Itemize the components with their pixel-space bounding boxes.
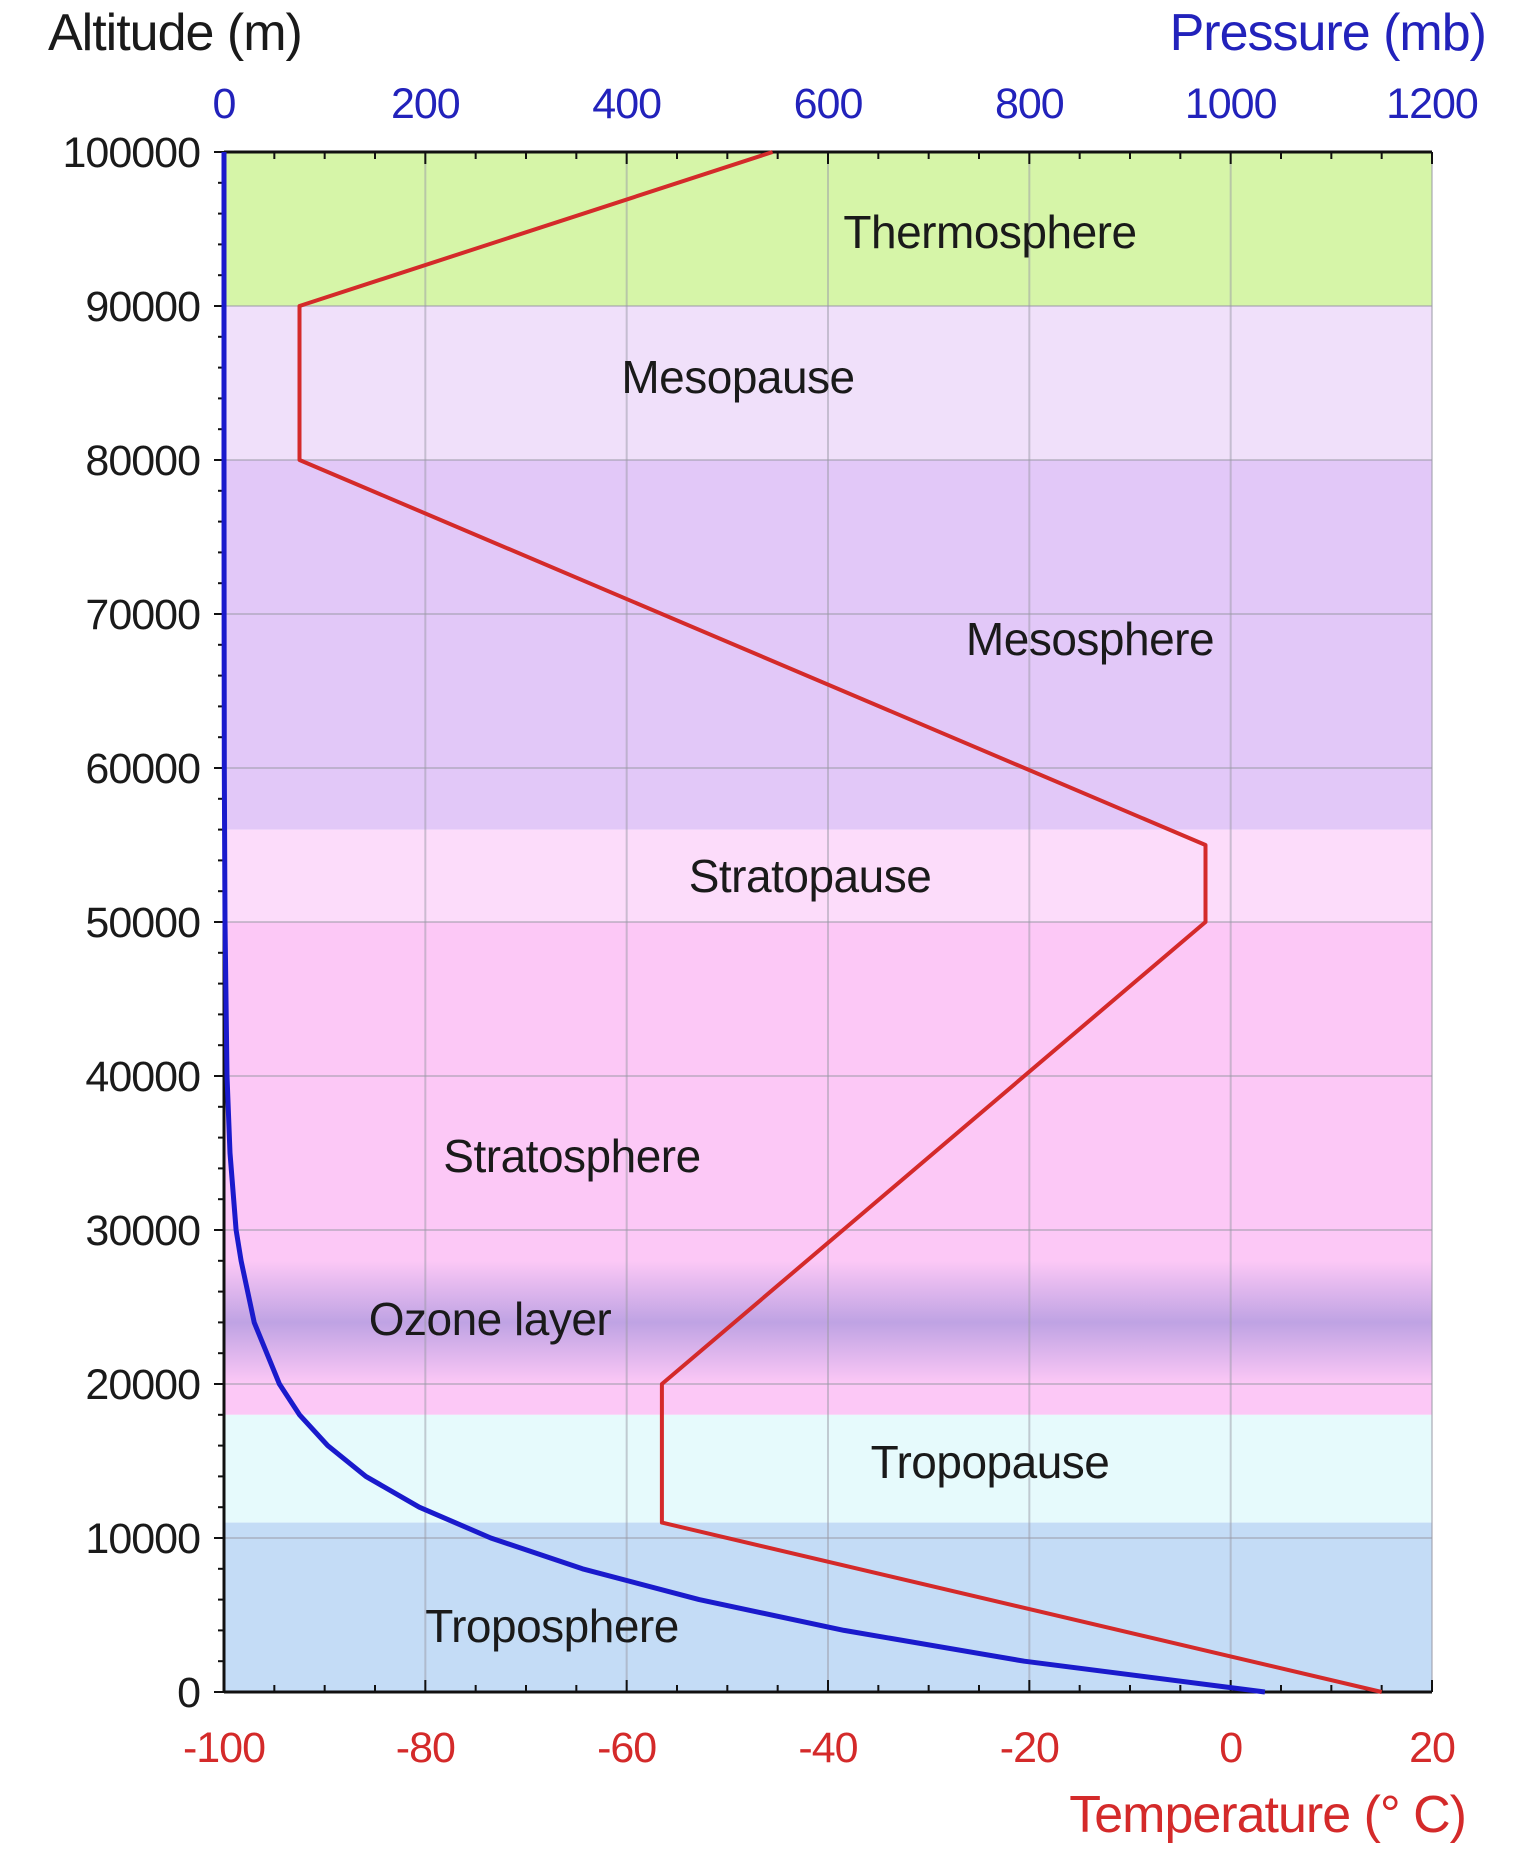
temperature-tick-label: -100 <box>183 1724 265 1772</box>
altitude-tick-label: 30000 <box>85 1207 200 1255</box>
data-series <box>221 150 1383 1695</box>
altitude-tick-label: 80000 <box>85 437 200 485</box>
altitude-tick-label: 60000 <box>85 745 200 793</box>
axis-tick-labels: 1000009000080000700006000050000400003000… <box>63 80 1479 1772</box>
pressure-tick-label: 800 <box>995 80 1064 128</box>
label-thermosphere: Thermosphere <box>843 206 1136 258</box>
label-stratopause: Stratopause <box>689 850 932 902</box>
label-ozone-layer: Ozone layer <box>369 1293 612 1345</box>
altitude-tick-label: 20000 <box>85 1361 200 1409</box>
temperature-tick-label: -80 <box>396 1724 455 1772</box>
label-troposphere: Troposphere <box>425 1600 679 1652</box>
altitude-tick-label: 10000 <box>85 1515 200 1563</box>
pressure-axis-title: Pressure (mb) <box>1170 4 1486 62</box>
pressure-tick-label: 600 <box>794 80 863 128</box>
pressure-tick-label: 1000 <box>1185 80 1277 128</box>
altitude-tick-label: 50000 <box>85 899 200 947</box>
temperature-curve <box>297 150 1383 1694</box>
label-mesopause: Mesopause <box>621 351 854 403</box>
pressure-tick-label: 400 <box>592 80 661 128</box>
label-mesosphere: Mesosphere <box>966 613 1214 665</box>
pressure-curve <box>221 152 1266 1695</box>
altitude-tick-label: 40000 <box>85 1053 200 1101</box>
altitude-tick-label: 100000 <box>63 129 201 177</box>
temperature-tick-label: 0 <box>1219 1724 1242 1772</box>
temperature-tick-label: -20 <box>1000 1724 1059 1772</box>
temperature-tick-label: -40 <box>798 1724 857 1772</box>
pressure-tick-label: 0 <box>213 80 236 128</box>
temperature-tick-label: 20 <box>1409 1724 1455 1772</box>
altitude-tick-label: 70000 <box>85 591 200 639</box>
pressure-tick-label: 1200 <box>1386 80 1478 128</box>
pressure-tick-label: 200 <box>391 80 460 128</box>
temperature-axis-title: Temperature (° C) <box>1069 1786 1466 1844</box>
altitude-tick-label: 0 <box>177 1669 200 1717</box>
label-stratosphere: Stratosphere <box>443 1130 700 1182</box>
altitude-tick-label: 90000 <box>85 283 200 331</box>
label-tropopause: Tropopause <box>871 1436 1110 1488</box>
temperature-tick-label: -60 <box>597 1724 656 1772</box>
altitude-axis-title: Altitude (m) <box>48 4 302 62</box>
layer-labels: Thermosphere Mesopause Mesosphere Stratopau… <box>369 206 1215 1652</box>
